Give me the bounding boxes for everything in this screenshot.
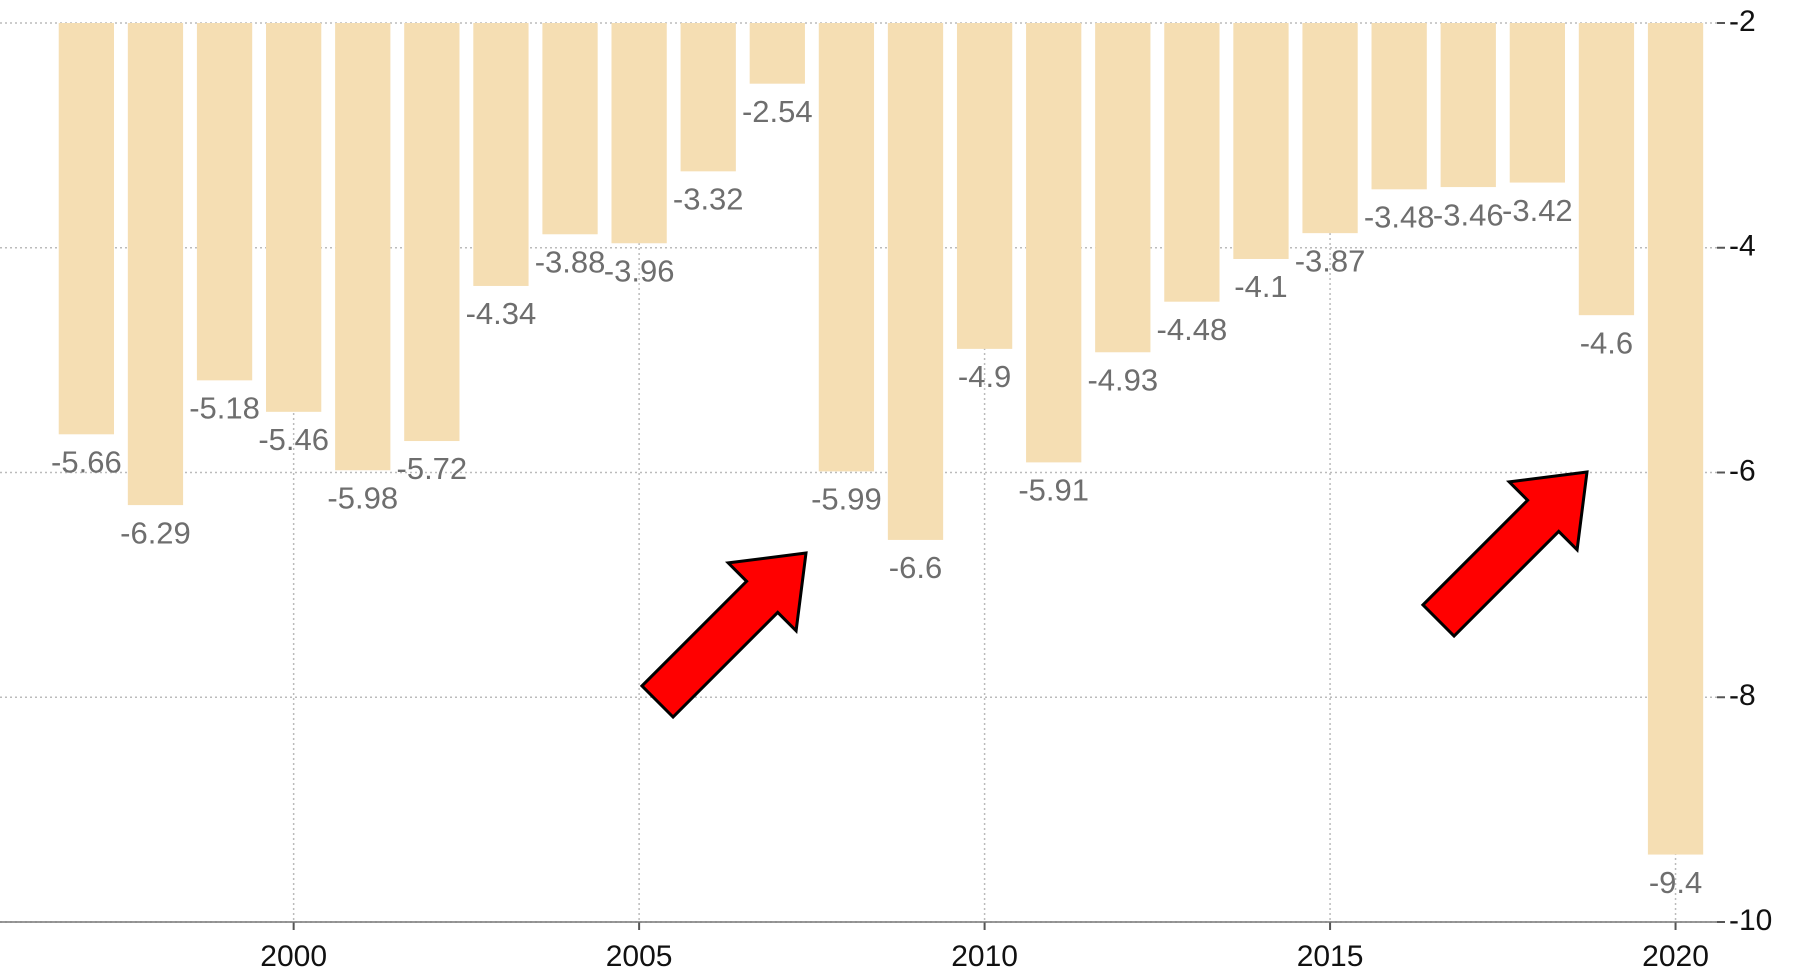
bar bbox=[680, 23, 736, 172]
y-tick-label: -6 bbox=[1729, 454, 1756, 487]
y-tick-label: -8 bbox=[1729, 679, 1756, 712]
y-tick-label: -10 bbox=[1729, 904, 1772, 937]
x-tick-label: 2010 bbox=[951, 940, 1018, 973]
value-label: -4.93 bbox=[1087, 362, 1158, 397]
value-label: -9.4 bbox=[1649, 865, 1702, 900]
value-label: -5.72 bbox=[397, 451, 468, 486]
value-label: -4.1 bbox=[1234, 269, 1287, 304]
bar bbox=[1440, 23, 1496, 188]
bar bbox=[956, 23, 1013, 349]
bar bbox=[473, 23, 529, 286]
bar bbox=[887, 23, 944, 540]
bar bbox=[1164, 23, 1220, 302]
value-label: -6.29 bbox=[120, 515, 191, 550]
bar bbox=[542, 23, 598, 235]
y-tick-label: -2 bbox=[1729, 5, 1756, 38]
value-label: -5.98 bbox=[327, 480, 398, 515]
x-tick-label: 2020 bbox=[1642, 940, 1709, 973]
x-tick-label: 2000 bbox=[260, 940, 327, 973]
y-tick-label: -4 bbox=[1729, 230, 1756, 263]
value-label: -5.66 bbox=[51, 444, 122, 479]
bar bbox=[335, 23, 391, 471]
x-tick-label: 2005 bbox=[606, 940, 673, 973]
bar bbox=[196, 23, 253, 381]
value-label: -4.34 bbox=[466, 296, 537, 331]
arrow bbox=[639, 551, 808, 720]
arrows bbox=[639, 470, 1589, 720]
value-label: -4.48 bbox=[1157, 312, 1228, 347]
bar bbox=[1509, 23, 1565, 183]
x-tick-label: 2015 bbox=[1297, 940, 1364, 973]
value-label: -3.48 bbox=[1364, 200, 1435, 235]
value-label: -2.54 bbox=[742, 94, 813, 129]
bar bbox=[58, 23, 115, 435]
bar bbox=[1647, 23, 1704, 855]
value-label: -5.91 bbox=[1018, 473, 1089, 508]
value-label: -5.18 bbox=[189, 391, 260, 426]
bar bbox=[1371, 23, 1427, 190]
bar bbox=[1302, 23, 1358, 234]
bar bbox=[1095, 23, 1151, 353]
bar bbox=[1026, 23, 1082, 463]
bar bbox=[1578, 23, 1635, 316]
bar bbox=[749, 23, 805, 84]
bar bbox=[1233, 23, 1289, 259]
value-label: -3.32 bbox=[673, 182, 744, 217]
arrow bbox=[1420, 470, 1589, 639]
value-label: -3.88 bbox=[535, 244, 606, 279]
value-label: -6.6 bbox=[889, 550, 942, 585]
bar bbox=[266, 23, 322, 412]
value-label: -3.87 bbox=[1295, 243, 1366, 278]
value-label: -3.42 bbox=[1502, 193, 1573, 228]
bar bbox=[404, 23, 460, 442]
bar bbox=[127, 23, 184, 506]
value-label: -3.96 bbox=[604, 253, 675, 288]
bar bbox=[818, 23, 875, 472]
bar bbox=[611, 23, 667, 244]
value-label: -5.46 bbox=[258, 422, 329, 457]
value-label: -5.99 bbox=[811, 482, 882, 517]
value-label: -3.46 bbox=[1433, 197, 1504, 232]
plot: -2 -4 -6 -8 -10 2000 2005 2010 2015 2020 -5.66 -6.2… bbox=[0, 5, 1772, 973]
value-label: -4.9 bbox=[958, 359, 1011, 394]
value-label: -4.6 bbox=[1580, 325, 1633, 360]
